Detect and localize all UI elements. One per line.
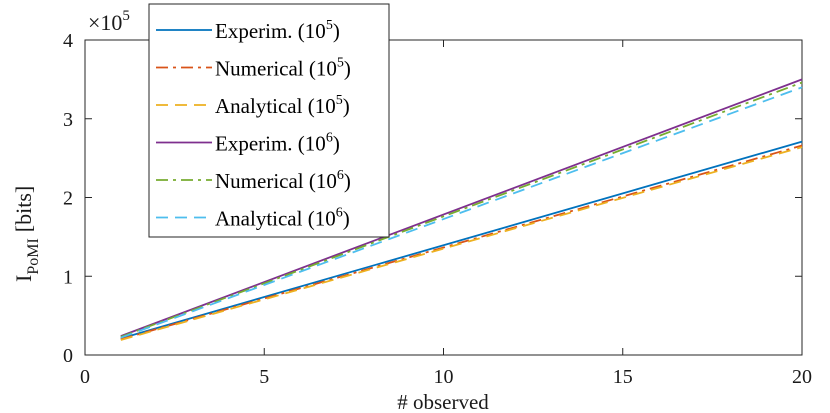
series-line-6 <box>120 86 803 339</box>
legend-label-text: Experim. (10 <box>215 132 326 156</box>
y-tick-label: 3 <box>63 109 73 131</box>
series-line-3 <box>120 146 803 341</box>
y-multiplier-exp: 5 <box>122 8 130 24</box>
legend-label-exp: 6 <box>326 131 333 146</box>
legend-box <box>148 3 390 238</box>
series-layer <box>120 78 803 341</box>
legend-label-tail: ) <box>333 132 340 156</box>
series-line-4 <box>120 78 803 337</box>
legend-label-exp: 5 <box>326 18 333 33</box>
x-tick-label: 15 <box>613 366 633 388</box>
legend-label-text: Analytical (10 <box>215 94 336 118</box>
legend-label-tail: ) <box>344 57 351 81</box>
legend-label-exp: 5 <box>337 56 344 71</box>
y-multiplier-base: ×10 <box>88 10 122 35</box>
y-axis-label-subscript: PoMI <box>25 238 42 274</box>
x-tick-label: 20 <box>792 366 812 388</box>
y-multiplier: ×105 <box>88 8 130 35</box>
legend-label-1: Experim. (105) <box>215 18 340 43</box>
legend-label-4: Experim. (106) <box>215 131 340 156</box>
legend: Experim. (105)Numerical (105)Analytical … <box>148 3 390 238</box>
legend-label-3: Analytical (105) <box>215 93 350 118</box>
legend-label-6: Analytical (106) <box>215 206 350 231</box>
legend-label-text: Experim. (10 <box>215 19 326 43</box>
x-tick-label: 10 <box>434 366 454 388</box>
legend-label-tail: ) <box>333 19 340 43</box>
legend-label-tail: ) <box>344 169 351 193</box>
y-axis-label: IPoMI [bits] <box>11 186 42 282</box>
legend-label-5: Numerical (106) <box>215 168 351 193</box>
legend-label-2: Numerical (105) <box>215 56 351 81</box>
series-line-5 <box>120 81 803 338</box>
legend-label-text: Numerical (10 <box>215 169 337 193</box>
x-tick-label: 0 <box>80 366 90 388</box>
y-tick-label: 4 <box>63 30 73 52</box>
y-tick-label: 2 <box>63 188 73 210</box>
series-line-1 <box>120 140 803 340</box>
legend-label-exp: 5 <box>336 93 343 108</box>
y-tick-label: 1 <box>63 266 73 288</box>
legend-entries: Experim. (105)Numerical (105)Analytical … <box>156 18 351 231</box>
x-axis-label: # observed <box>397 390 489 413</box>
legend-label-exp: 6 <box>337 168 344 183</box>
y-axis-label-main: I <box>11 275 36 282</box>
y-axis-label-unit: [bits] <box>11 186 36 232</box>
legend-label-text: Numerical (10 <box>215 57 337 81</box>
legend-label-exp: 6 <box>336 206 343 221</box>
legend-label-text: Analytical (10 <box>215 207 336 231</box>
x-tick-label: 5 <box>259 366 269 388</box>
legend-label-tail: ) <box>343 207 350 231</box>
legend-label-tail: ) <box>343 94 350 118</box>
y-tick-label: 0 <box>63 345 73 367</box>
